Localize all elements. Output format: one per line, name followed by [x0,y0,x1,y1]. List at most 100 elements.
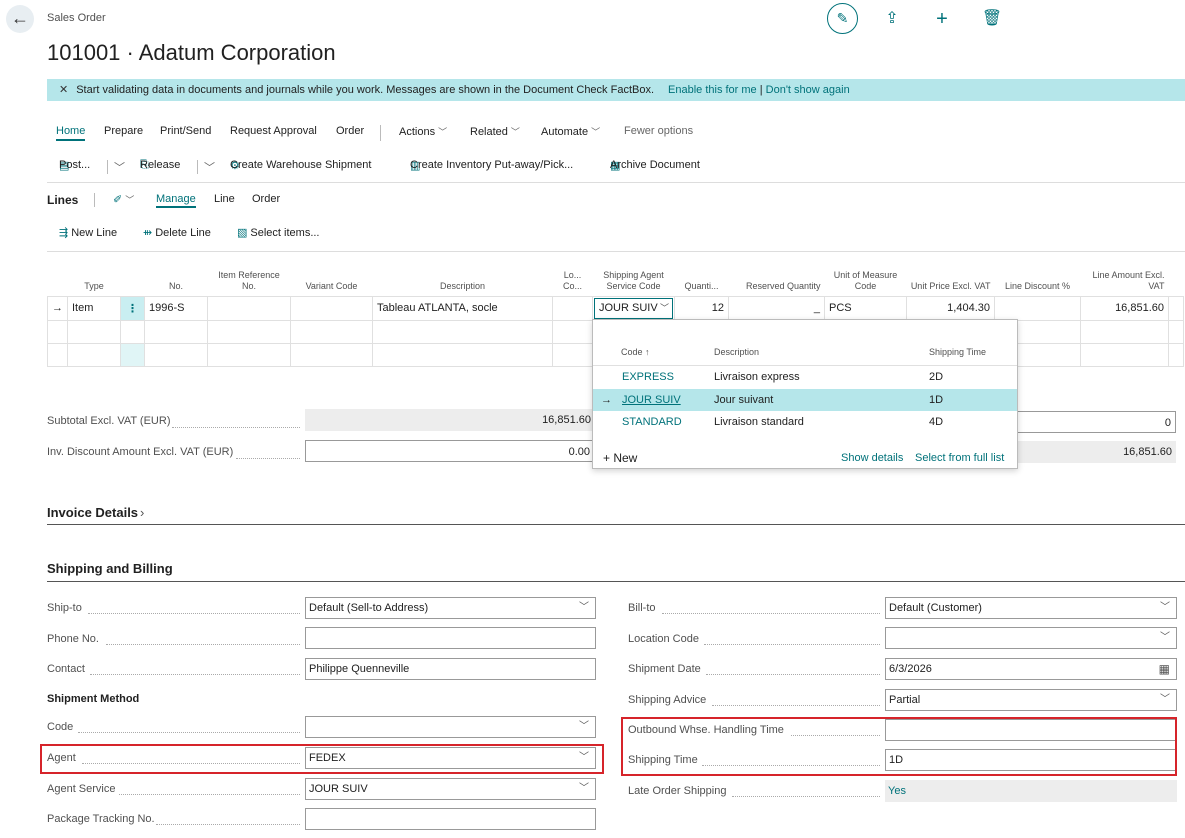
table-row[interactable]: → Item ⋮ 1996-S Tableau ATLANTA, socle J… [47,295,1184,321]
lookup-col-shipping-time[interactable]: Shipping Time [929,347,987,357]
contact-input[interactable]: Philippe Quenneville [305,658,596,680]
menu-order[interactable]: Order [336,125,365,137]
new-line-button[interactable]: ⇶ New Line [59,226,117,239]
shipment-date-input[interactable]: 6/3/2026 ▦ [885,658,1177,680]
release-menu-chevron-icon[interactable]: ﹀ [204,162,215,174]
col-description[interactable]: Description [372,254,553,297]
bill-to-select[interactable]: Default (Customer) ﹀ [885,597,1177,619]
edit-button[interactable]: ✎ [827,3,858,34]
post-menu-chevron-icon[interactable]: ﹀ [114,162,125,174]
col-ship-agent[interactable]: Shipping Agent Service Code [592,254,675,297]
agent-service-select[interactable]: JOUR SUIV ﹀ [305,778,596,800]
calendar-icon[interactable]: ▦ [1158,662,1170,676]
invoice-details-header[interactable]: Invoice Details › [47,505,144,520]
cell-type[interactable]: Item [67,295,121,321]
cell-item-ref[interactable] [207,295,291,321]
cell-uom[interactable]: PCS [824,295,907,321]
shipping-time-input[interactable]: 1D [885,749,1177,771]
show-details-link[interactable]: Show details [841,452,904,464]
dotted-leader [662,613,880,614]
col-location[interactable]: Lo... Co... [552,254,593,297]
dismiss-link[interactable]: Don't show again [765,84,850,96]
cell-description[interactable]: Tableau ATLANTA, socle [372,295,553,321]
lookup-code[interactable]: JOUR SUIV [622,394,681,406]
cell-no[interactable]: 1996-S [144,295,208,321]
lookup-row-express[interactable]: EXPRESS Livraison express 2D [593,366,1017,388]
share-button[interactable]: ⇪ [878,8,906,32]
shipment-date-label: Shipment Date [628,663,701,675]
chevron-down-icon: ﹀ [125,195,135,205]
col-no[interactable]: No. [144,254,208,297]
menu-print-send[interactable]: Print/Send [160,125,212,137]
ship-agent-input[interactable]: JOUR SUIV ﹀ [594,297,673,319]
menu-fewer-options[interactable]: Fewer options [624,125,694,137]
lookup-code[interactable]: STANDARD [622,416,682,428]
cell-discount[interactable] [994,295,1081,321]
col-item-ref[interactable]: Item Reference No. [207,254,291,297]
chevron-down-icon: ﹀ [1160,632,1170,643]
create-whse-label: Create Warehouse Shipment [230,159,372,171]
shipping-advice-select[interactable]: Partial ﹀ [885,689,1177,711]
lookup-code[interactable]: EXPRESS [622,371,674,383]
shipment-code-select[interactable]: ﹀ [305,716,596,738]
col-uom[interactable]: Unit of Measure Code [824,254,907,297]
select-full-list-link[interactable]: Select from full list [915,452,1005,464]
col-amount[interactable]: Line Amount Excl. VAT [1080,254,1169,297]
ship-to-select[interactable]: Default (Sell-to Address) ﹀ [305,597,596,619]
menu-actions[interactable]: Actions ﹀ [399,125,447,138]
menu-actions-label: Actions [399,126,436,138]
cell-variant[interactable] [290,295,373,321]
cell-quantity[interactable]: 12 [674,295,729,321]
lookup-new-button[interactable]: + New [603,451,637,465]
lines-options-button[interactable]: ✐ ﹀ [113,193,134,206]
kebab-menu-icon[interactable]: ⋮ [120,295,145,321]
menu-prepare[interactable]: Prepare [104,125,144,137]
location-select[interactable]: ﹀ [885,627,1177,649]
invoice-details-label: Invoice Details [47,505,139,520]
col-reserved[interactable]: Reserved Quantity [728,254,825,297]
cell-ship-agent[interactable]: JOUR SUIV ﹀ [592,295,675,321]
divider [47,581,1185,582]
col-type[interactable]: Type [67,254,121,297]
lookup-row-jour-suiv[interactable]: → JOUR SUIV Jour suivant 1D [593,389,1017,411]
col-discount[interactable]: Line Discount % [994,254,1081,297]
total-right-input[interactable]: 0 [1018,411,1176,433]
chevron-down-icon[interactable]: ﹀ [659,302,669,313]
col-quantity[interactable]: Quanti... [674,254,729,297]
cell-location[interactable] [552,295,593,321]
menu-related-label: Related [470,126,508,138]
lookup-col-description[interactable]: Description [714,347,760,357]
back-button[interactable]: ← [6,5,34,33]
select-items-button[interactable]: ▧ Select items... [237,226,319,239]
sort-arrow-up-icon: ↑ [642,347,650,357]
shipping-billing-header[interactable]: Shipping and Billing [47,561,173,576]
menu-request-approval[interactable]: Request Approval [230,125,317,137]
inv-discount-input[interactable]: 0.00 [305,440,595,462]
add-button[interactable]: + [928,8,956,32]
menu-automate[interactable]: Automate ﹀ [541,125,600,138]
lookup-col-code[interactable]: Code ↑ [621,347,650,357]
lines-line-tab[interactable]: Line [214,193,235,205]
cell-amount[interactable]: 16,851.60 [1080,295,1169,321]
lookup-row-standard[interactable]: STANDARD Livraison standard 4D [593,411,1017,433]
lines-manage-tab[interactable]: Manage [156,193,196,208]
agent-select[interactable]: FEDEX ﹀ [305,747,596,769]
col-unit-price[interactable]: Unit Price Excl. VAT [906,254,995,297]
delete-line-button[interactable]: ⇻ Delete Line [143,226,211,239]
cell-reserved[interactable]: _ [728,295,825,321]
tracking-input[interactable] [305,808,596,830]
delete-button[interactable]: 🗑 [978,8,1006,32]
menu-home[interactable]: Home [56,125,86,141]
cell-unit-price[interactable]: 1,404.30 [906,295,995,321]
enable-link[interactable]: Enable this for me [668,84,757,96]
menu-related[interactable]: Related ﹀ [470,125,520,138]
inv-discount-label: Inv. Discount Amount Excl. VAT (EUR) [47,446,234,458]
inventory-icon: ▥ [410,160,421,172]
close-icon[interactable]: ✕ [59,84,69,96]
lines-order-tab[interactable]: Order [252,193,281,205]
col-variant[interactable]: Variant Code [290,254,373,297]
ship-agent-value: JOUR SUIV [599,301,658,314]
phone-input[interactable] [305,627,596,649]
lines-title: Lines [47,193,79,207]
total-right-value: 16,851.60 [1018,441,1176,463]
